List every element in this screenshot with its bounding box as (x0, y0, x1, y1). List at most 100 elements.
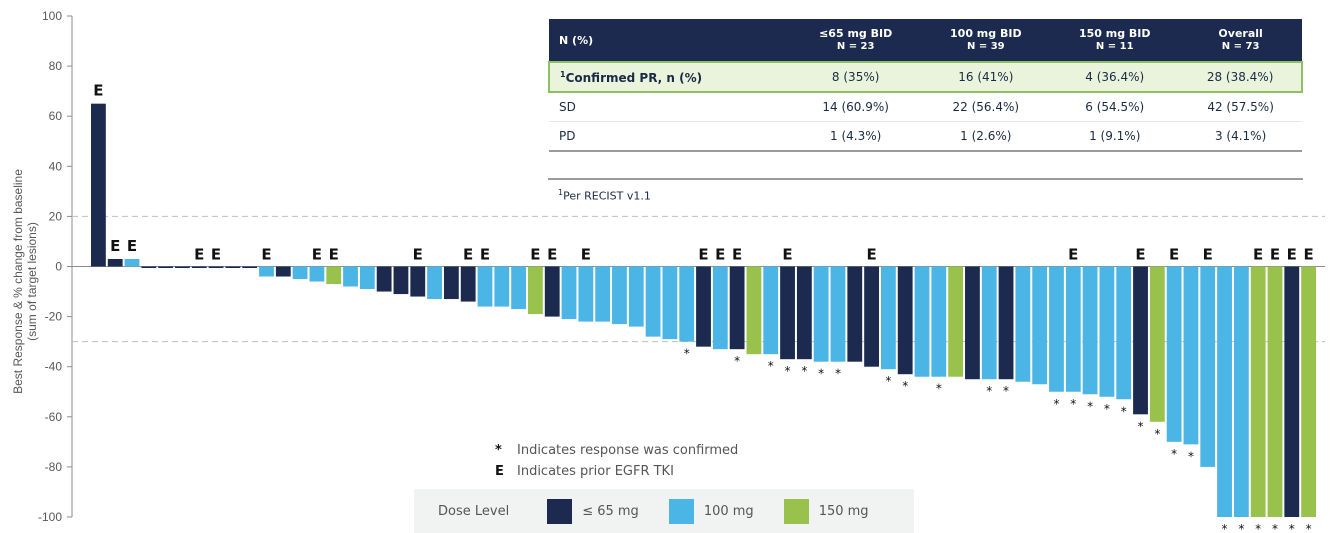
egfr-marker: E (1303, 246, 1313, 264)
bar (410, 266, 426, 297)
confirmed-marker: * (1188, 449, 1194, 463)
bar (780, 266, 795, 360)
footnote-mark: 1 (558, 188, 564, 197)
egfr-marker: E (480, 246, 490, 264)
bar (981, 266, 997, 380)
confirmed-marker: * (1306, 522, 1312, 533)
egfr-marker: E (93, 82, 103, 100)
bar (191, 266, 207, 268)
bar (275, 266, 291, 277)
bar (544, 266, 560, 317)
bar (242, 266, 258, 268)
confirmed-marker: * (734, 354, 740, 368)
bar (612, 266, 627, 325)
bar (679, 266, 695, 342)
asterisk-symbol: * (495, 443, 502, 458)
confirmed-marker: * (1255, 522, 1261, 533)
confirmed-marker: * (1053, 397, 1059, 411)
bar (292, 266, 308, 280)
table-row: 1Confirmed PR, n (%) 8 (35%) 16 (41%) 4 … (548, 61, 1303, 93)
legend-label: 100 mg (703, 503, 754, 519)
legend-swatch (668, 498, 694, 524)
bar (528, 266, 543, 315)
egfr-marker: E (866, 246, 876, 264)
bar (124, 258, 140, 267)
bar (107, 258, 123, 267)
y-axis-label: Best Response & % change from baseline(s… (11, 169, 39, 394)
legend-label: ≤ 65 mg (582, 503, 639, 519)
bar (729, 266, 745, 350)
bar (326, 266, 342, 285)
chart-notes: * Indicates response was confirmed E Indic… (495, 440, 738, 482)
col-label: 100 mg BID (950, 27, 1022, 40)
bar (662, 266, 678, 340)
y-tick-label: 20 (49, 209, 63, 223)
bar (376, 266, 392, 292)
table-cell: 6 (54.5%) (1050, 92, 1180, 122)
bar (511, 266, 527, 310)
bar (443, 266, 459, 300)
egfr-marker: E (1068, 246, 1078, 264)
egfr-marker: E (715, 246, 725, 264)
bar (175, 266, 190, 268)
y-axis-label-line: Best Response & % change from baseline (11, 169, 25, 394)
bar (259, 266, 274, 277)
col-sub: N = 39 (966, 41, 1005, 52)
bar (645, 266, 661, 337)
confirmed-marker: * (768, 359, 774, 373)
egfr-marker: E (1270, 246, 1280, 264)
confirmed-marker: * (1138, 419, 1144, 433)
bar (628, 266, 644, 327)
bar (208, 266, 224, 268)
bar (897, 266, 913, 375)
y-axis-label-line: (sum of target lesions) (25, 222, 39, 341)
note-confirmed: * Indicates response was confirmed (495, 440, 738, 461)
table-cell: 1 (2.6%) (921, 121, 1051, 152)
col-label: 150 mg BID (1078, 27, 1151, 40)
bar (796, 266, 812, 360)
table-header-col: ≤65 mg BID N = 23 (790, 19, 922, 62)
bar (1183, 266, 1199, 445)
table-row: PD 1 (4.3%) 1 (2.6%) 1 (9.1%) 3 (4.1%) (549, 121, 1302, 152)
confirmed-marker: * (1222, 522, 1228, 533)
bar (158, 266, 174, 268)
bar (931, 266, 947, 377)
note-egfr-text: Indicates prior EGFR TKI (517, 464, 674, 479)
bar (712, 266, 728, 350)
table-cell: 4 (36.4%) (1050, 61, 1180, 93)
note-confirmed-text: Indicates response was confirmed (517, 443, 739, 458)
bar (1200, 266, 1216, 467)
bar (847, 266, 863, 362)
bars (91, 103, 1316, 517)
y-tick-label: 40 (49, 159, 63, 173)
bar (1217, 266, 1232, 517)
egfr-marker: E (1287, 246, 1297, 264)
y-tick-label: -60 (45, 410, 63, 424)
col-label: Overall (1218, 27, 1263, 40)
confirmed-marker: * (684, 347, 690, 361)
confirmed-marker: * (785, 364, 791, 378)
row-label: 1Confirmed PR, n (%) (548, 61, 790, 93)
table-header-col: Overall N = 73 (1179, 19, 1302, 62)
table-cell: 22 (56.4%) (921, 92, 1051, 122)
col-sub: N = 73 (1221, 41, 1260, 52)
confirmed-marker: * (885, 374, 891, 388)
bar (359, 266, 375, 290)
bar (1149, 266, 1165, 422)
bar (696, 266, 711, 347)
y-tick-label: -20 (45, 310, 63, 324)
legend-item-100mg: 100 mg (668, 498, 754, 524)
confirmed-marker: * (1104, 402, 1110, 416)
legend-swatch (783, 498, 809, 524)
col-sub: N = 23 (836, 41, 875, 52)
egfr-marker: E (211, 246, 221, 264)
bar (393, 266, 409, 295)
egfr-marker: E (463, 246, 473, 264)
egfr-marker: E (413, 246, 423, 264)
table-cell: 3 (4.1%) (1179, 121, 1302, 152)
confirmed-marker: * (1238, 522, 1244, 533)
table-cell: 42 (57.5%) (1179, 92, 1302, 122)
egfr-marker: E (329, 246, 339, 264)
table-cell: 1 (4.3%) (790, 121, 922, 152)
egfr-marker: E (782, 246, 792, 264)
